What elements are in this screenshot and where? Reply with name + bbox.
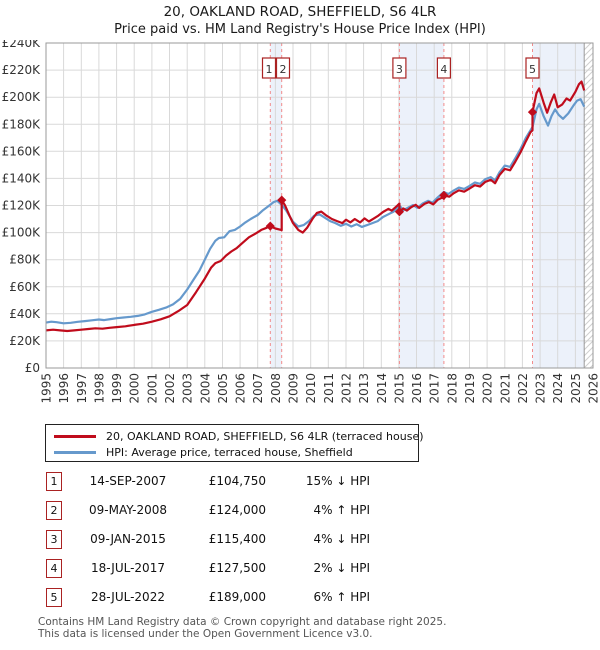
svg-text:£0: £0	[25, 361, 40, 375]
sale-date: 28-JUL-2022	[91, 590, 165, 604]
legend-box: 20, OAKLAND ROAD, SHEFFIELD, S6 4LR (ter…	[45, 424, 424, 462]
sale-price: £115,400	[208, 532, 266, 546]
sale-date: 09-MAY-2008	[88, 503, 167, 517]
svg-text:£60K: £60K	[9, 280, 41, 294]
legend-label-property: 20, OAKLAND ROAD, SHEFFIELD, S6 4LR (ter…	[106, 429, 424, 443]
sale-number-badge: 3	[46, 530, 62, 549]
svg-text:£240K: £240K	[2, 40, 42, 50]
table-row: 3 09-JAN-2015 £115,400 4% ↓ HPI	[0, 530, 600, 550]
svg-text:2019: 2019	[463, 373, 477, 404]
svg-text:1996: 1996	[57, 373, 71, 404]
svg-text:2014: 2014	[375, 373, 389, 404]
svg-text:2021: 2021	[498, 373, 512, 404]
price-chart: £0 £20K £40K £60K £80K £100K £120K £140K £160K £1…	[2, 40, 600, 404]
svg-text:£100K: £100K	[2, 226, 42, 240]
svg-text:2015: 2015	[392, 373, 406, 404]
chart-subtitle: Price paid vs. HM Land Registry's House …	[114, 22, 486, 37]
svg-text:2001: 2001	[145, 373, 159, 404]
legend-row-property: 20, OAKLAND ROAD, SHEFFIELD, S6 4LR (ter…	[46, 428, 424, 444]
svg-text:3: 3	[396, 63, 403, 76]
table-row: 1 14-SEP-2007 £104,750 15% ↓ HPI	[0, 472, 600, 492]
svg-text:£180K: £180K	[2, 117, 42, 131]
svg-text:2006: 2006	[234, 373, 248, 404]
svg-text:2010: 2010	[304, 373, 318, 404]
sale-hpi-delta: 6% ↑ HPI	[313, 590, 370, 604]
svg-text:£40K: £40K	[9, 307, 41, 321]
sale-date: 14-SEP-2007	[89, 474, 167, 488]
sale-hpi-delta: 15% ↓ HPI	[305, 474, 370, 488]
sale-number-badge: 5	[46, 588, 62, 607]
table-row: 2 09-MAY-2008 £124,000 4% ↑ HPI	[0, 501, 600, 521]
svg-text:1999: 1999	[110, 373, 124, 404]
svg-text:2008: 2008	[269, 373, 283, 404]
legend-line-hpi-icon	[54, 450, 96, 454]
svg-text:2026: 2026	[587, 373, 600, 404]
svg-text:2024: 2024	[551, 373, 565, 404]
svg-text:1998: 1998	[92, 373, 106, 404]
sale-price: £189,000	[208, 590, 266, 604]
svg-text:£220K: £220K	[2, 63, 42, 77]
svg-text:2023: 2023	[534, 373, 548, 404]
svg-text:2009: 2009	[287, 373, 301, 404]
svg-text:2011: 2011	[322, 373, 336, 404]
legend-line-property-icon	[54, 434, 96, 438]
sale-number-badge: 1	[46, 472, 62, 491]
svg-text:2: 2	[280, 63, 287, 76]
sale-hpi-delta: 2% ↓ HPI	[313, 561, 370, 575]
footer-line-2: This data is licensed under the Open Gov…	[38, 627, 373, 640]
svg-text:£160K: £160K	[2, 144, 42, 158]
svg-text:5: 5	[529, 63, 536, 76]
svg-text:4: 4	[440, 63, 447, 76]
svg-text:1: 1	[266, 63, 273, 76]
footer-line-1: Contains HM Land Registry data © Crown c…	[38, 616, 447, 628]
svg-text:2007: 2007	[251, 373, 265, 404]
svg-text:£140K: £140K	[2, 171, 42, 185]
sale-price: £104,750	[208, 474, 266, 488]
svg-text:£120K: £120K	[2, 199, 42, 213]
legend-label-hpi: HPI: Average price, terraced house, Shef…	[106, 445, 353, 459]
sale-number-badge: 2	[46, 501, 62, 520]
svg-text:2003: 2003	[181, 373, 195, 404]
footer-license-text: Contains HM Land Registry data © Crown c…	[38, 616, 447, 640]
svg-text:£200K: £200K	[2, 90, 42, 104]
svg-text:£80K: £80K	[9, 253, 41, 267]
sale-date: 09-JAN-2015	[90, 532, 166, 546]
sale-hpi-delta: 4% ↓ HPI	[313, 532, 370, 546]
svg-text:1997: 1997	[75, 373, 89, 404]
svg-text:2012: 2012	[340, 373, 354, 404]
sale-hpi-delta: 4% ↑ HPI	[313, 503, 370, 517]
svg-text:2002: 2002	[163, 373, 177, 404]
svg-text:2017: 2017	[428, 373, 442, 404]
svg-text:2005: 2005	[216, 373, 230, 404]
svg-text:2022: 2022	[516, 373, 530, 404]
svg-text:2000: 2000	[128, 373, 142, 404]
svg-text:2018: 2018	[445, 373, 459, 404]
sale-date: 18-JUL-2017	[91, 561, 165, 575]
sale-price: £127,500	[208, 561, 266, 575]
svg-text:2016: 2016	[410, 373, 424, 404]
svg-text:1995: 1995	[40, 373, 54, 404]
svg-text:2020: 2020	[481, 373, 495, 404]
sale-price: £124,000	[208, 503, 266, 517]
svg-text:2013: 2013	[357, 373, 371, 404]
chart-title: 20, OAKLAND ROAD, SHEFFIELD, S6 4LR	[163, 4, 437, 20]
table-row: 5 28-JUL-2022 £189,000 6% ↑ HPI	[0, 588, 600, 608]
legend-row-hpi: HPI: Average price, terraced house, Shef…	[46, 444, 418, 460]
svg-text:£20K: £20K	[9, 334, 41, 348]
svg-text:2025: 2025	[569, 373, 583, 404]
table-row: 4 18-JUL-2017 £127,500 2% ↓ HPI	[0, 559, 600, 579]
svg-text:2004: 2004	[198, 373, 212, 404]
sale-number-badge: 4	[46, 559, 62, 578]
